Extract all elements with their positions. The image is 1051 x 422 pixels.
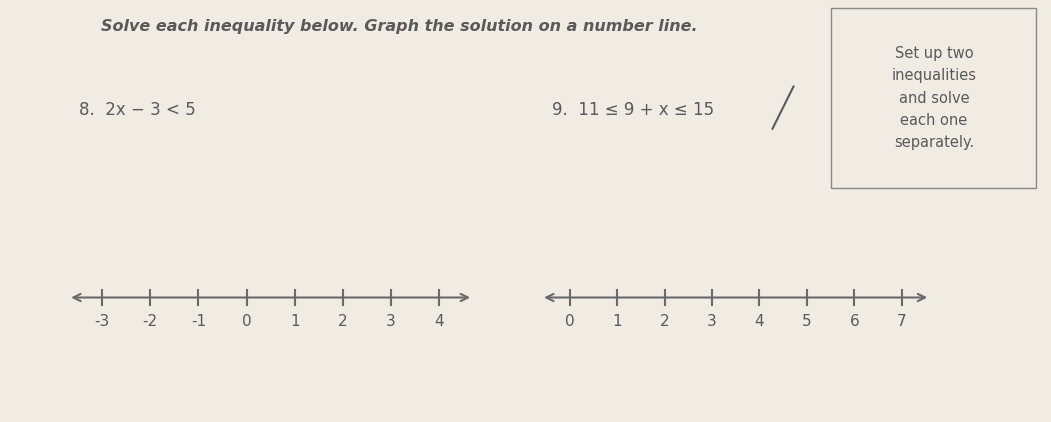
Text: 8.  2x − 3 < 5: 8. 2x − 3 < 5	[79, 101, 195, 119]
FancyBboxPatch shape	[831, 8, 1036, 188]
Text: 6: 6	[849, 314, 859, 329]
Text: Set up two
inequalities
and solve
each one
separately.: Set up two inequalities and solve each o…	[891, 46, 976, 150]
Text: 4: 4	[755, 314, 764, 329]
Text: 5: 5	[802, 314, 811, 329]
Text: 0: 0	[564, 314, 575, 329]
Text: 2: 2	[660, 314, 669, 329]
Text: 2: 2	[338, 314, 348, 329]
Text: 3: 3	[386, 314, 396, 329]
Text: Solve each inequality below. Graph the solution on a number line.: Solve each inequality below. Graph the s…	[101, 19, 698, 34]
Text: 9.  11 ≤ 9 + x ≤ 15: 9. 11 ≤ 9 + x ≤ 15	[552, 101, 714, 119]
Text: 1: 1	[290, 314, 300, 329]
Text: 1: 1	[613, 314, 622, 329]
Text: 0: 0	[242, 314, 251, 329]
Text: -2: -2	[143, 314, 158, 329]
Text: 3: 3	[707, 314, 717, 329]
Text: -1: -1	[191, 314, 206, 329]
Text: 7: 7	[897, 314, 907, 329]
Text: -3: -3	[95, 314, 109, 329]
Text: 4: 4	[434, 314, 444, 329]
